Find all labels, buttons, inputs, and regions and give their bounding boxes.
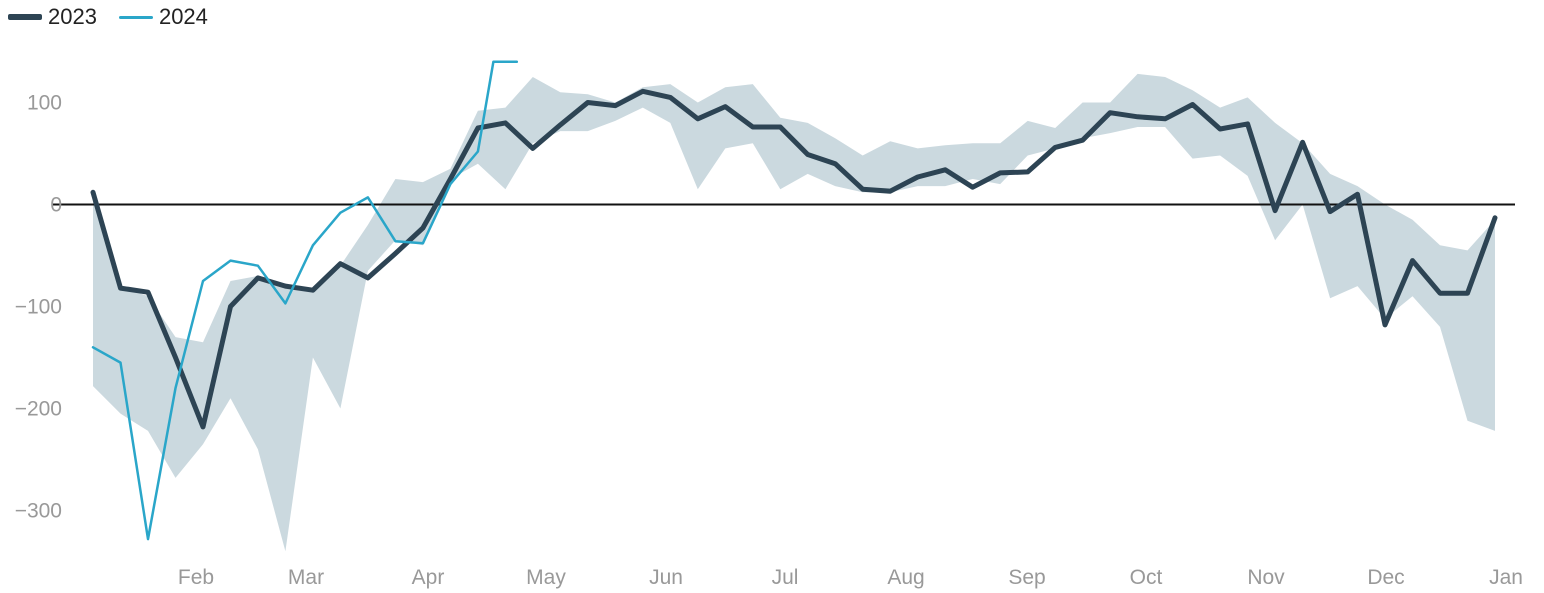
- legend-swatch-2024: [118, 15, 153, 19]
- x-tick-label: Jun: [649, 566, 683, 589]
- x-tick-label: Aug: [887, 566, 924, 589]
- y-tick-label: 100: [27, 92, 62, 115]
- y-tick-label: −200: [15, 398, 62, 421]
- legend-label-2024: 2024: [158, 4, 208, 29]
- range-band: [93, 73, 1495, 552]
- x-tick-label: Dec: [1367, 566, 1404, 589]
- legend-item-2024[interactable]: 2024: [118, 4, 208, 30]
- x-tick-label: Nov: [1247, 566, 1285, 589]
- x-tick-label: Jul: [772, 566, 799, 589]
- y-axis-ticks: 100 0 −100 −200 −300: [15, 92, 62, 523]
- range-band-layer: [93, 73, 1495, 552]
- x-tick-label: Oct: [1130, 566, 1163, 589]
- legend-swatch-2023: [8, 14, 42, 20]
- y-tick-label: −300: [15, 500, 62, 523]
- x-tick-label: Mar: [288, 566, 324, 589]
- x-tick-label: Jan: [1489, 566, 1523, 589]
- legend-label-2023: 2023: [48, 4, 97, 29]
- chart-legend: 2023 2024: [8, 4, 208, 30]
- y-tick-label: −100: [15, 296, 62, 319]
- y-tick-label: 0: [50, 194, 62, 217]
- x-axis-ticks: Feb Mar Apr May Jun Jul Aug Sep Oct Nov Dec Jan: [178, 566, 1523, 589]
- series-line-2024: [91, 60, 519, 541]
- series-line-2023: [90, 88, 1498, 430]
- x-tick-label: Apr: [412, 566, 445, 589]
- x-tick-label: May: [526, 566, 566, 589]
- legend-item-2023[interactable]: 2023: [8, 4, 97, 30]
- x-tick-label: Feb: [178, 566, 214, 589]
- x-tick-label: Sep: [1008, 566, 1045, 589]
- series-layer: [90, 60, 1498, 541]
